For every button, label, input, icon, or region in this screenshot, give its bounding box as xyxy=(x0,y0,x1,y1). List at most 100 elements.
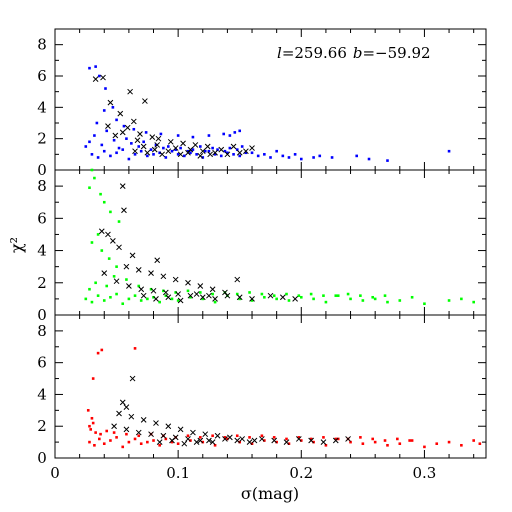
data-point-cross xyxy=(249,145,255,151)
data-point-dot xyxy=(102,200,106,204)
data-point-cross xyxy=(134,137,141,144)
data-point-cross xyxy=(123,426,130,433)
data-point-dot xyxy=(435,442,439,445)
data-point-dot xyxy=(238,440,242,444)
data-point-dot xyxy=(186,434,190,438)
y-tick-label: 2 xyxy=(37,417,47,435)
data-point-cross xyxy=(177,426,184,433)
data-point-cross xyxy=(227,434,233,441)
data-point-dot xyxy=(228,134,232,137)
data-point-dot xyxy=(125,278,128,281)
data-point-dot xyxy=(152,295,155,299)
data-point-dot xyxy=(100,143,104,147)
data-point-cross xyxy=(105,123,111,129)
data-point-cross xyxy=(100,74,106,81)
data-point-dot xyxy=(216,148,219,151)
data-point-cross xyxy=(224,292,231,299)
data-point-cross xyxy=(151,146,158,153)
data-point-dot xyxy=(158,443,161,447)
data-point-dot xyxy=(137,434,141,438)
data-point-dot xyxy=(109,295,112,299)
data-point-cross xyxy=(92,76,99,82)
data-point-cross xyxy=(181,440,188,447)
data-point-cross xyxy=(130,118,137,125)
x-tick-label: 0.1 xyxy=(166,464,190,482)
data-point-dot xyxy=(130,142,133,145)
data-point-dot xyxy=(170,149,174,153)
data-point-cross xyxy=(144,149,151,156)
data-point-dot xyxy=(90,153,94,156)
data-point-cross xyxy=(153,296,159,302)
data-point-dot xyxy=(96,156,100,159)
data-point-dot xyxy=(396,437,399,441)
data-point-dot xyxy=(176,153,180,156)
data-point-dot xyxy=(121,302,125,306)
data-point-cross xyxy=(165,423,172,430)
data-point-dot xyxy=(100,249,104,252)
data-point-cross xyxy=(101,270,108,276)
data-point-dot xyxy=(223,436,227,439)
data-point-dot xyxy=(159,132,163,136)
data-point-dot xyxy=(211,146,214,150)
data-point-dot xyxy=(125,137,128,140)
data-point-dot xyxy=(235,148,239,151)
data-point-dot xyxy=(410,295,414,299)
data-point-dot xyxy=(144,131,148,134)
y-tick-label: 0 xyxy=(37,306,47,324)
data-point-cross xyxy=(267,292,274,299)
data-point-cross xyxy=(222,436,228,442)
data-point-cross xyxy=(113,278,120,285)
data-point-dot xyxy=(226,151,229,155)
data-point-dot xyxy=(293,153,297,156)
data-point-cross xyxy=(148,431,154,438)
data-point-cross xyxy=(236,149,243,156)
panel-frame xyxy=(54,169,487,316)
data-point-dot xyxy=(309,292,313,296)
data-point-dot xyxy=(115,265,118,268)
data-point-dot xyxy=(297,294,301,297)
data-point-dot xyxy=(91,377,95,380)
data-point-dot xyxy=(109,210,112,214)
data-point-cross xyxy=(140,292,147,299)
data-point-dot xyxy=(127,297,131,301)
data-point-dot xyxy=(373,297,377,301)
data-point-dot xyxy=(336,437,340,441)
data-point-dot xyxy=(324,443,328,447)
data-point-dot xyxy=(410,439,414,442)
data-point-dot xyxy=(93,443,96,447)
data-point-dot xyxy=(179,146,182,150)
data-point-dot xyxy=(98,74,101,78)
data-point-dot xyxy=(174,291,177,294)
data-point-dot xyxy=(170,297,174,301)
data-point-dot xyxy=(211,434,214,438)
data-point-cross xyxy=(259,436,265,442)
y-tick-label: 4 xyxy=(37,385,47,403)
data-point-dot xyxy=(272,294,276,297)
data-point-dot xyxy=(423,445,426,449)
data-point-cross xyxy=(283,439,290,445)
data-point-dot xyxy=(95,121,99,125)
data-point-dot xyxy=(213,300,217,304)
data-point-dot xyxy=(297,436,301,439)
data-point-cross xyxy=(135,429,142,436)
data-point-cross xyxy=(98,228,105,235)
data-point-dot xyxy=(122,124,126,128)
data-point-dot xyxy=(235,292,239,296)
data-point-dot xyxy=(359,436,362,439)
panel-2 xyxy=(54,168,487,316)
data-point-cross xyxy=(124,124,131,131)
data-point-cross xyxy=(172,145,179,151)
data-point-dot xyxy=(154,143,158,147)
data-point-dot xyxy=(250,151,254,155)
data-point-cross xyxy=(345,436,351,442)
data-point-cross xyxy=(132,148,138,155)
data-point-dot xyxy=(176,299,180,302)
data-point-cross xyxy=(123,263,130,270)
data-point-dot xyxy=(137,284,141,288)
data-point-cross xyxy=(214,432,221,439)
data-point-cross xyxy=(199,294,206,301)
data-point-cross xyxy=(126,283,132,289)
data-point-dot xyxy=(133,437,137,441)
data-point-cross xyxy=(207,151,214,158)
data-point-dot xyxy=(102,442,106,445)
